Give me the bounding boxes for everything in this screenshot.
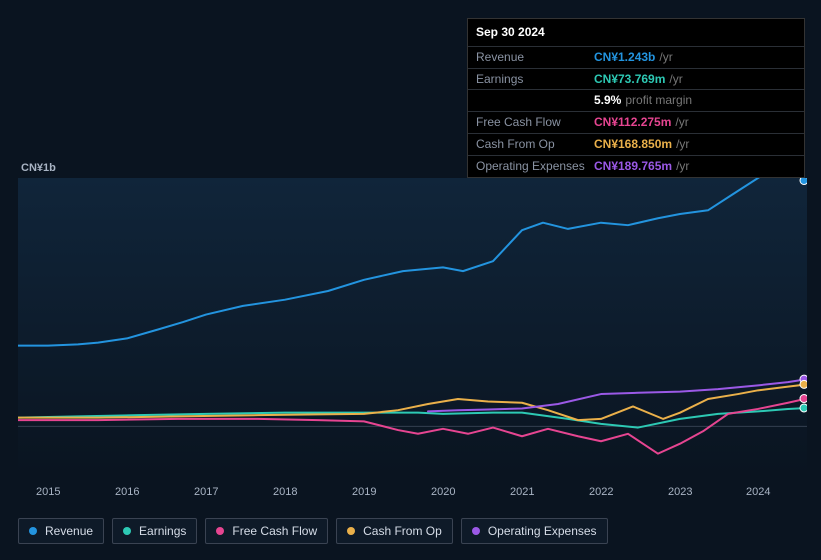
tooltip-metric-unit: /yr: [659, 49, 672, 66]
legend-dot-icon: [123, 527, 131, 535]
tooltip-metric-unit: /yr: [675, 114, 688, 131]
tooltip-metric-unit: profit margin: [625, 92, 692, 109]
tooltip-metric-value: CN¥1.243b: [594, 49, 655, 66]
series-end-marker-icon: [800, 404, 807, 412]
legend-item[interactable]: Cash From Op: [336, 518, 453, 544]
tooltip-metric-value: CN¥112.275m: [594, 114, 671, 131]
tooltip-row: Cash From OpCN¥168.850m/yr: [468, 134, 804, 156]
tooltip-row: EarningsCN¥73.769m/yr: [468, 69, 804, 91]
x-axis-label: 2015: [36, 486, 60, 498]
legend-label: Operating Expenses: [488, 524, 597, 538]
tooltip-metric-value: CN¥189.765m: [594, 158, 672, 175]
tooltip-row: 5.9%profit margin: [468, 90, 804, 112]
tooltip-metric-label: Revenue: [476, 49, 594, 66]
series-end-marker-icon: [800, 178, 807, 184]
data-tooltip: Sep 30 2024 RevenueCN¥1.243b/yrEarningsC…: [467, 18, 805, 178]
tooltip-metric-label: Earnings: [476, 71, 594, 88]
tooltip-row: RevenueCN¥1.243b/yr: [468, 47, 804, 69]
legend-label: Revenue: [45, 524, 93, 538]
legend-item[interactable]: Free Cash Flow: [205, 518, 328, 544]
legend-item[interactable]: Revenue: [18, 518, 104, 544]
x-axis-label: 2017: [194, 486, 218, 498]
legend-dot-icon: [29, 527, 37, 535]
x-axis-label: 2022: [589, 486, 613, 498]
series-end-marker-icon: [800, 380, 807, 388]
x-axis-label: 2019: [352, 486, 376, 498]
x-axis-label: 2021: [510, 486, 534, 498]
legend-label: Earnings: [139, 524, 186, 538]
tooltip-date: Sep 30 2024: [468, 19, 804, 47]
y-axis-label: CN¥1b: [21, 162, 56, 174]
x-axis-label: 2024: [746, 486, 770, 498]
legend-dot-icon: [472, 527, 480, 535]
tooltip-metric-label: [476, 92, 594, 109]
tooltip-metric-value: 5.9%: [594, 92, 621, 109]
tooltip-row: Free Cash FlowCN¥112.275m/yr: [468, 112, 804, 134]
tooltip-metric-value: CN¥168.850m: [594, 136, 672, 153]
tooltip-row: Operating ExpensesCN¥189.765m/yr: [468, 156, 804, 177]
tooltip-metric-value: CN¥73.769m: [594, 71, 665, 88]
tooltip-metric-label: Free Cash Flow: [476, 114, 594, 131]
tooltip-metric-label: Operating Expenses: [476, 158, 594, 175]
tooltip-metric-unit: /yr: [676, 158, 689, 175]
legend-item[interactable]: Earnings: [112, 518, 197, 544]
tooltip-metric-label: Cash From Op: [476, 136, 594, 153]
x-axis-label: 2016: [115, 486, 139, 498]
series-end-marker-icon: [800, 395, 807, 403]
legend-label: Cash From Op: [363, 524, 442, 538]
x-axis-label: 2023: [668, 486, 692, 498]
x-axis-label: 2020: [431, 486, 455, 498]
legend-dot-icon: [347, 527, 355, 535]
tooltip-metric-unit: /yr: [669, 71, 682, 88]
legend-label: Free Cash Flow: [232, 524, 317, 538]
line-chart: [18, 178, 807, 476]
x-axis-label: 2018: [273, 486, 297, 498]
chart-legend: Revenue Earnings Free Cash Flow Cash From O…: [18, 518, 608, 544]
tooltip-metric-unit: /yr: [676, 136, 689, 153]
legend-dot-icon: [216, 527, 224, 535]
legend-item[interactable]: Operating Expenses: [461, 518, 608, 544]
